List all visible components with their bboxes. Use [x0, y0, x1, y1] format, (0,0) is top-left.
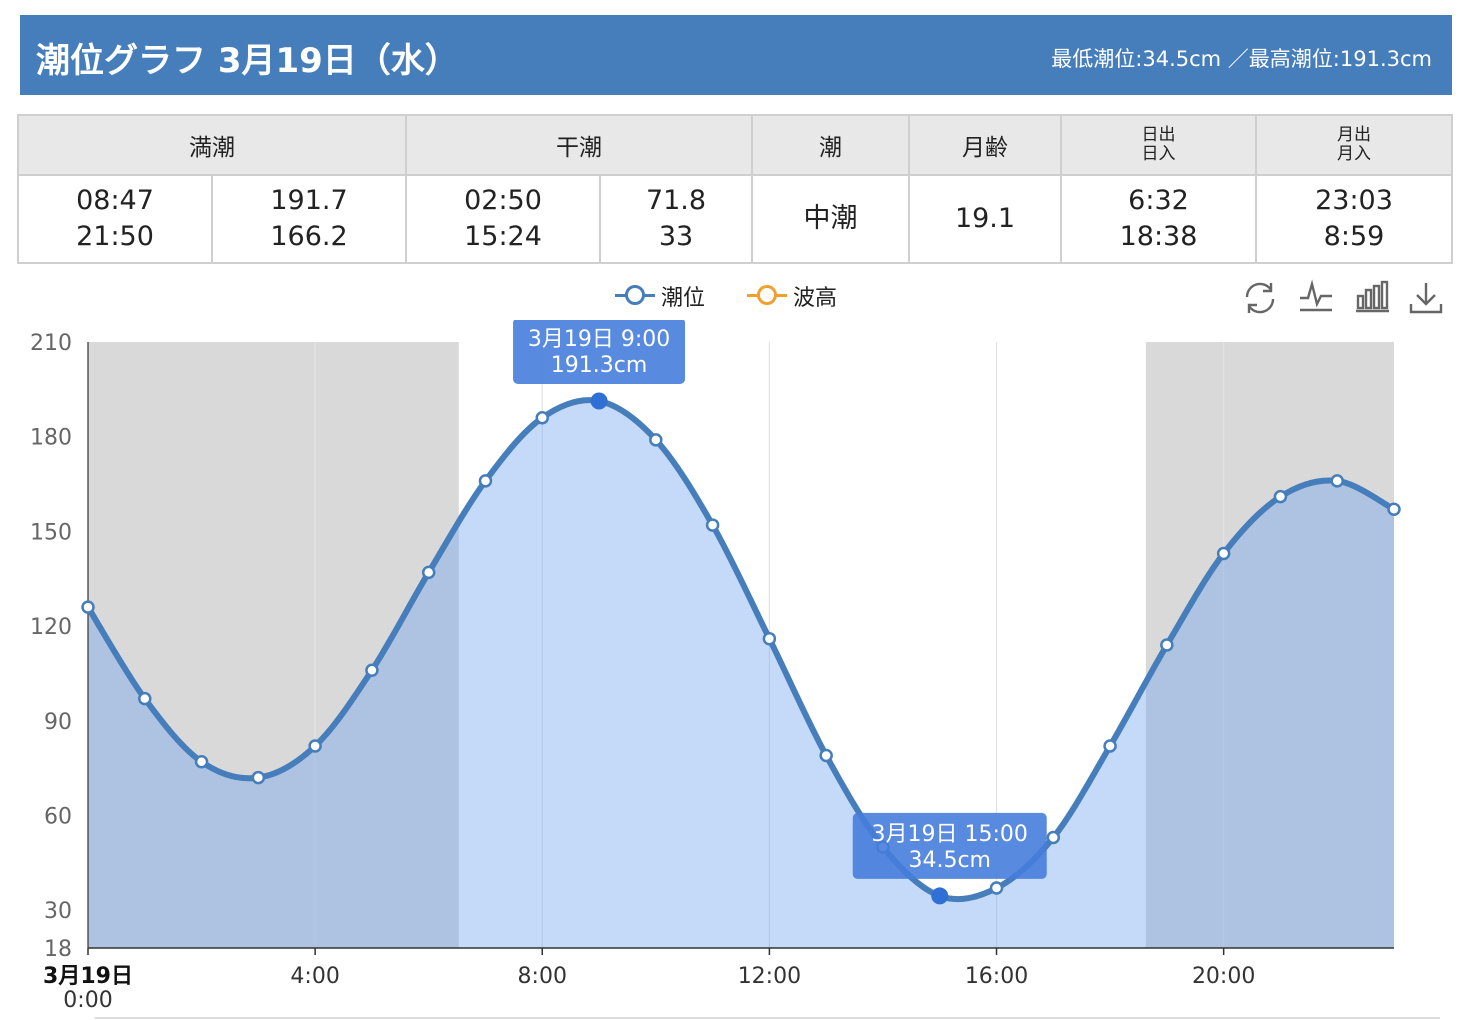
- tide-area-fill: [88, 400, 1394, 948]
- data-point: [989, 881, 1004, 895]
- low-tide-header: 干潮: [405, 114, 753, 176]
- refresh-icon[interactable]: [1240, 278, 1280, 318]
- legend-label-wave-height: 波高: [793, 286, 838, 311]
- data-point: [194, 755, 209, 769]
- y-tick-label-3: 90: [44, 710, 72, 735]
- x-tick-label-2: 8:00: [518, 964, 567, 989]
- low-tide-time-1: 02:50: [464, 185, 542, 216]
- night-band-0: [88, 342, 459, 948]
- page-title: 潮位グラフ 3月19日（水）: [36, 41, 459, 81]
- table-data-row: 08:47 21:50 191.7 166.2 02:50 15:24 71.8…: [17, 174, 1453, 264]
- moonset-value: 8:59: [1323, 221, 1385, 252]
- data-point: [365, 663, 379, 677]
- data-point: [1330, 474, 1344, 488]
- table-header-row: 満潮 干潮 潮 月齢 日出 日入 月出 月入: [17, 114, 1453, 176]
- legend-label-tide-level: 潮位: [661, 286, 706, 311]
- extreme-point-marker-0: [590, 392, 608, 410]
- moon-age-value: 19.1: [908, 174, 1062, 264]
- data-point: [819, 748, 833, 763]
- moon-age-header: 月齢: [908, 114, 1062, 176]
- high-tide-header: 満潮: [17, 114, 407, 176]
- data-point: [1216, 546, 1231, 561]
- y-tick-label-7: 210: [30, 331, 72, 356]
- x-tick-label-0: 3月19日: [43, 964, 133, 989]
- sunrise-value: 6:32: [1128, 185, 1189, 216]
- data-point: [762, 631, 777, 646]
- extreme-point-marker-1: [931, 887, 949, 905]
- high-tide-level-1: 191.7: [270, 185, 348, 216]
- moonrise-value: 23:03: [1315, 185, 1393, 216]
- low-tide-level-2: 33: [658, 221, 694, 252]
- y-tick-label-1: 30: [44, 899, 72, 924]
- data-point: [251, 770, 266, 785]
- tide-type-value: 中潮: [751, 174, 910, 264]
- y-tick-label-6: 180: [30, 426, 72, 451]
- sunset-header: 日入: [1141, 144, 1176, 164]
- high-tide-levels: 191.7 166.2: [211, 174, 407, 264]
- x-tick-label-1: 4:00: [290, 964, 339, 989]
- low-tide-times: 02:50 15:24: [405, 174, 601, 264]
- data-point: [1103, 739, 1117, 753]
- sun-times: 6:32 18:38: [1060, 174, 1257, 264]
- moonrise-header: 月出: [1337, 125, 1371, 145]
- sun-header: 日出 日入: [1060, 114, 1257, 176]
- tide-type-header: 潮: [751, 114, 910, 176]
- moon-header: 月出 月入: [1255, 114, 1453, 176]
- annotation-box-1: [852, 812, 1047, 879]
- data-point: [308, 739, 322, 753]
- tide-range-summary: 最低潮位:34.5cm ／最高潮位:191.3cm: [1051, 47, 1432, 71]
- y-tick-label-4: 120: [30, 615, 72, 640]
- bar-chart-icon[interactable]: [1352, 278, 1392, 318]
- high-tide-time-2: 21:50: [76, 221, 154, 252]
- chart-toolbox: [1238, 278, 1448, 318]
- y-tick-label-5: 150: [30, 520, 72, 545]
- low-tide-time-2: 15:24: [464, 221, 542, 252]
- legend-line-circle-icon: [747, 284, 787, 306]
- data-point: [1160, 638, 1174, 652]
- sunrise-header: 日出: [1141, 125, 1176, 145]
- sunset-value: 18:38: [1119, 221, 1198, 252]
- data-point: [81, 600, 95, 614]
- data-point: [1046, 830, 1061, 845]
- annotation-value-0: 191.3cm: [551, 353, 648, 378]
- data-point: [649, 433, 663, 447]
- tide-info-table: 満潮 干潮 潮 月齢 日出 日入 月出 月入 08:47 21:50 191.7…: [17, 114, 1453, 264]
- annotation-box-0: [513, 320, 686, 385]
- high-tide-level-2: 166.2: [270, 221, 348, 252]
- data-point: [138, 691, 152, 706]
- high-tide-time-1: 08:47: [76, 185, 154, 216]
- high-tide-times: 08:47 21:50: [17, 174, 213, 264]
- low-tide-level-1: 71.8: [645, 185, 707, 216]
- data-point: [1273, 489, 1288, 504]
- line-chart-icon[interactable]: [1296, 278, 1336, 318]
- data-point: [421, 565, 436, 580]
- moonset-header: 月入: [1337, 144, 1371, 164]
- data-point: [705, 518, 720, 532]
- data-point: [1387, 502, 1401, 517]
- annotation-value-1: 34.5cm: [908, 848, 991, 873]
- moon-times: 23:03 8:59: [1255, 174, 1453, 264]
- chart-header: 潮位グラフ 3月19日（水） 最低潮位:34.5cm ／最高潮位:191.3cm: [20, 15, 1452, 95]
- x-tick-label-3: 12:00: [738, 964, 801, 989]
- annotation-time-0: 3月19日 9:00: [528, 327, 670, 352]
- y-tick-label-0: 18: [44, 937, 72, 962]
- data-point: [535, 411, 550, 425]
- data-point: [478, 474, 493, 488]
- x-tick-label-4: 16:00: [965, 964, 1028, 989]
- x-tick-sublabel-0: 0:00: [63, 988, 112, 1013]
- legend-line-circle-icon: [615, 284, 655, 306]
- annotation-time-1: 3月19日 15:00: [872, 822, 1028, 847]
- low-tide-levels: 71.8 33: [599, 174, 753, 264]
- y-tick-label-2: 60: [44, 804, 72, 829]
- download-icon[interactable]: [1406, 278, 1446, 318]
- night-band-1: [1145, 342, 1394, 948]
- x-tick-label-5: 20:00: [1192, 964, 1255, 989]
